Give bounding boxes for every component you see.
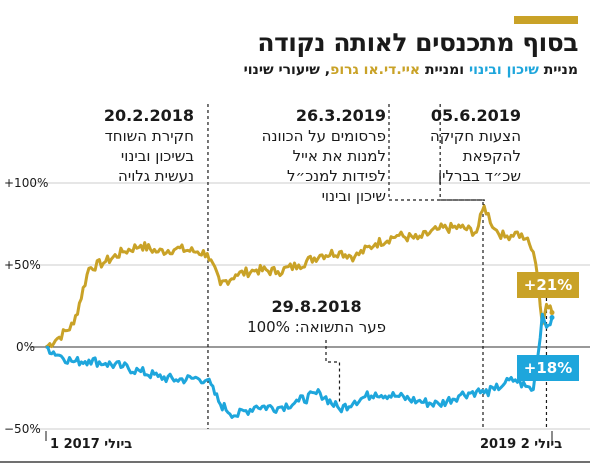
annotation-line: פער התשואה: 100% [247,318,386,336]
chart-title: בסוף מתכנסים לאותה נקודה [257,28,578,57]
x-tick-label: 1 ביולי 2017 [50,437,133,452]
y-tick-label: −50% [4,422,41,436]
subtitle-shikun: שיכון ובינוי [468,62,539,78]
annotation-line: למנות את אייל [292,147,386,165]
chart-subtitle: מניית שיכון ובינוי ומניית איי.די.או גרופ… [244,62,578,78]
series-line-blue [45,312,554,419]
subtitle-text: , שיעורי שינוי [243,62,331,78]
y-tick-label: 0% [16,340,36,354]
accent-bar [514,16,578,24]
y-tick-label: +100% [4,176,49,190]
subtitle-ig: איי.די.או גרופ [330,62,421,78]
annotation-date: 26.3.2019 [295,106,386,125]
annotation-20-2-2018: 20.2.2018 חקירת השוחד בשיכון ובינוי נעשי… [104,106,194,186]
annotation-date: 29.8.2018 [271,297,362,316]
series-line-gold [45,204,554,349]
annotation-line: בשיכון ובינוי [120,147,194,165]
x-tick-label: 2019 2 ביולי [480,437,563,452]
annotation-line: נעשית גלויה [118,167,194,185]
event-leader-line [439,104,485,208]
annotation-line: לפידות למנכ״ל [287,167,386,185]
annotation-line: הצעות חקיקה [429,127,521,145]
annotation-line: חקירת השוחד [104,127,194,145]
annotation-29-8-2018: 29.8.2018 פער התשואה: 100% [247,297,386,337]
annotation-26-3-2019: 26.3.2019 פרסומים על הכוונה למנות את איי… [262,106,386,206]
series-end-point [549,310,555,316]
y-tick-label: +50% [4,258,41,272]
gold-end-badge: +21% [517,272,579,298]
annotation-line: פרסומים על הכוונה [261,127,386,145]
annotation-line: להקפאת [462,147,521,165]
annotation-date: 05.6.2019 [430,106,521,125]
annotation-05-6-2019: 05.6.2019 הצעות חקיקה להקפאת שכ״ד בברלין [430,106,521,186]
event-leader-line [388,104,484,429]
subtitle-text: מניית [538,62,578,78]
event-leader-line [325,340,341,404]
annotation-line: שכ״ד בברלין [438,167,521,185]
subtitle-text: ומניית [420,62,469,78]
annotation-line: שיכון ובינוי [321,187,386,205]
annotation-date: 20.2.2018 [103,106,194,125]
blue-end-badge: +18% [517,355,579,381]
series-end-point [549,314,555,320]
